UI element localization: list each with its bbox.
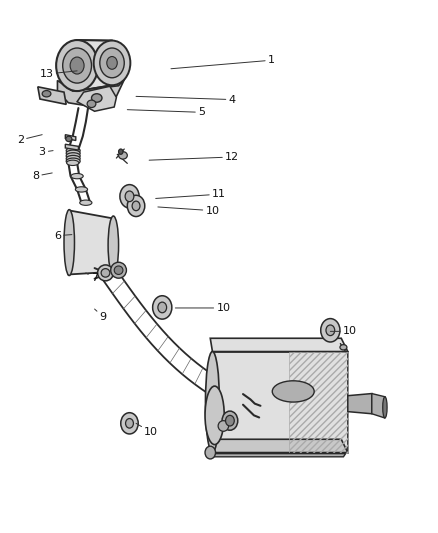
Ellipse shape <box>107 56 117 69</box>
Text: 8: 8 <box>32 171 52 181</box>
Ellipse shape <box>101 269 110 277</box>
Text: 2: 2 <box>17 135 42 145</box>
Ellipse shape <box>126 418 134 428</box>
Ellipse shape <box>218 421 229 431</box>
Ellipse shape <box>132 201 140 211</box>
Ellipse shape <box>152 296 172 319</box>
Text: 1: 1 <box>171 55 275 69</box>
Text: 10: 10 <box>136 423 158 438</box>
Polygon shape <box>208 454 346 457</box>
Ellipse shape <box>100 48 124 78</box>
Ellipse shape <box>127 195 145 216</box>
Ellipse shape <box>64 209 74 276</box>
Ellipse shape <box>80 200 92 205</box>
Ellipse shape <box>121 413 138 434</box>
Polygon shape <box>65 135 76 141</box>
Text: 4: 4 <box>136 94 236 104</box>
Ellipse shape <box>98 265 113 281</box>
Ellipse shape <box>383 397 387 418</box>
Ellipse shape <box>222 411 238 430</box>
Polygon shape <box>57 78 125 107</box>
Ellipse shape <box>66 150 80 157</box>
Ellipse shape <box>158 302 166 313</box>
Text: 11: 11 <box>155 189 226 199</box>
Text: 10: 10 <box>330 326 357 336</box>
Ellipse shape <box>94 41 131 85</box>
Text: 9: 9 <box>95 309 107 322</box>
Polygon shape <box>210 439 348 453</box>
Text: 7: 7 <box>86 273 98 283</box>
Ellipse shape <box>226 415 234 426</box>
Ellipse shape <box>66 148 80 154</box>
Polygon shape <box>68 211 114 274</box>
Ellipse shape <box>119 152 127 159</box>
Ellipse shape <box>205 446 215 459</box>
Ellipse shape <box>92 94 102 102</box>
Ellipse shape <box>66 136 72 142</box>
Ellipse shape <box>70 57 84 74</box>
Ellipse shape <box>326 325 335 336</box>
Text: 6: 6 <box>54 231 72 241</box>
Ellipse shape <box>108 216 119 274</box>
Polygon shape <box>77 40 112 91</box>
Ellipse shape <box>66 158 80 165</box>
Ellipse shape <box>120 184 139 208</box>
Ellipse shape <box>125 191 134 201</box>
Ellipse shape <box>67 160 79 165</box>
Ellipse shape <box>119 149 123 155</box>
Ellipse shape <box>56 40 98 91</box>
Ellipse shape <box>205 352 219 453</box>
Ellipse shape <box>66 156 80 162</box>
Ellipse shape <box>111 262 127 278</box>
Polygon shape <box>348 393 372 414</box>
Ellipse shape <box>71 173 83 179</box>
Polygon shape <box>372 393 385 418</box>
Text: 5: 5 <box>127 107 205 117</box>
Ellipse shape <box>75 187 88 192</box>
Ellipse shape <box>340 345 347 350</box>
Ellipse shape <box>272 381 314 402</box>
Ellipse shape <box>42 91 51 97</box>
Text: 13: 13 <box>39 69 77 79</box>
Ellipse shape <box>205 386 224 445</box>
Ellipse shape <box>87 100 96 108</box>
Text: 10: 10 <box>158 206 219 216</box>
Ellipse shape <box>63 48 92 83</box>
Polygon shape <box>210 338 348 352</box>
Text: 3: 3 <box>39 147 53 157</box>
Ellipse shape <box>66 153 80 159</box>
Polygon shape <box>77 86 117 111</box>
Ellipse shape <box>321 319 340 342</box>
Ellipse shape <box>114 266 123 274</box>
Polygon shape <box>65 144 78 150</box>
Polygon shape <box>38 87 66 104</box>
Polygon shape <box>212 352 348 453</box>
Text: 12: 12 <box>149 152 239 162</box>
Text: 10: 10 <box>175 303 230 313</box>
